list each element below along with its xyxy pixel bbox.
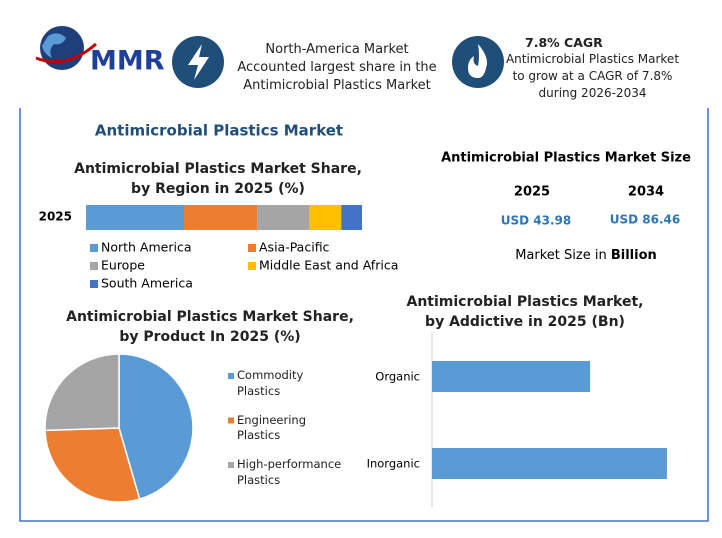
chart-title: Antimicrobial Plastics Market Share, by … [74,161,362,197]
y-tick-label: Inorganic [367,457,420,471]
y-tick-label: 2025 [39,210,72,224]
size-note: Market Size in Billion [515,248,657,263]
logo-text: MMR [90,46,165,77]
icon-bolt [188,44,209,80]
bar [432,361,591,392]
size-year: 2025 [514,185,550,200]
legend-label: Europe [101,258,145,273]
bar-segment [257,205,310,230]
legend-label: South America [101,276,193,291]
bar [432,448,667,479]
legend-swatch [90,280,98,288]
bar-segment [183,205,258,230]
frame [19,108,709,522]
bar-segment [341,205,362,230]
legend-label: North America [101,240,192,255]
logo-globe [35,26,97,70]
icon-flame [468,44,487,78]
size-value: USD 43.98 [501,214,571,228]
size-note-unit: Billion [611,248,657,263]
legend-swatch [228,373,234,379]
pie-slice [44,353,120,432]
legend-label: High-performance Plastics [237,457,342,487]
highlight-text: North-America Market Accounted largest s… [237,42,437,94]
legend-swatch [228,417,234,424]
legend-swatch [90,262,98,270]
legend-swatch [248,244,256,252]
pie-slice [44,427,141,503]
legend-label: Middle East and Africa [259,258,398,273]
legend-label: Asia-Pacific [259,240,330,255]
legend-label: Commodity Plastics [237,368,304,398]
size-title: Antimicrobial Plastics Market Size [441,151,691,166]
icon-flame-bg [452,36,504,88]
bar-segment [86,205,184,230]
legend-swatch [90,244,98,252]
bar-segment [309,205,342,230]
legend-swatch [228,462,234,468]
y-tick-label: Organic [375,370,420,384]
legend-swatch [248,262,256,270]
legend-label: Engineering Plastics [237,412,306,443]
chart-title: Antimicrobial Plastics Market, by Addict… [406,294,644,330]
size-value: USD 86.46 [610,213,680,227]
size-note-text: Market Size in [515,248,607,263]
size-year: 2034 [628,185,664,200]
highlight-text: Antimicrobial Plastics Market to grow at… [505,52,680,100]
chart-title: Antimicrobial Plastics Market Share, by … [66,309,354,345]
main-title: Antimicrobial Plastics Market [95,122,343,140]
pie-slice [118,353,194,500]
highlight-title: 7.8% CAGR [525,35,603,50]
